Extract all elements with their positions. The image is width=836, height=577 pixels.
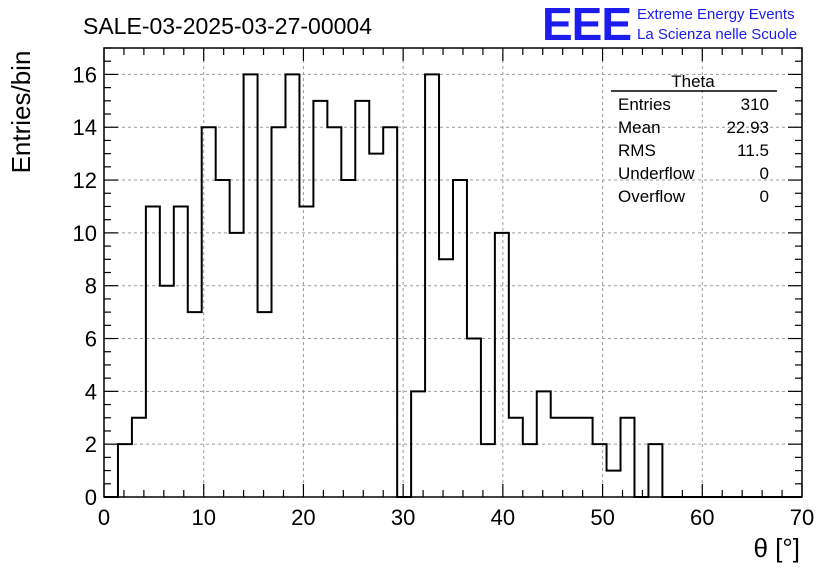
histogram-bin <box>648 444 662 497</box>
stats-box: Theta Entries 310 Mean 22.93 RMS 11.5 Un… <box>611 72 777 206</box>
histogram-bin <box>607 471 621 497</box>
histogram-bin <box>383 127 397 497</box>
histogram-bin <box>481 444 495 497</box>
stats-entries-value: 310 <box>741 95 769 114</box>
histogram-bin <box>355 101 369 497</box>
x-tick-label: 10 <box>191 505 215 530</box>
plot-border <box>103 47 803 498</box>
run-title: SALE-03-2025-03-27-00004 <box>83 13 372 39</box>
x-tick-label: 70 <box>790 505 814 530</box>
x-tick-label: 60 <box>690 505 714 530</box>
histogram-bin <box>621 418 635 497</box>
org-name-line2: La Scienza nelle Scuole <box>637 26 797 43</box>
x-tick-label: 50 <box>590 505 614 530</box>
histogram-bin <box>174 206 188 497</box>
x-tick-label: 40 <box>491 505 515 530</box>
histogram-bin <box>495 233 509 497</box>
axis-ticks <box>103 47 803 498</box>
y-tick-label: 10 <box>73 221 97 246</box>
histogram-bin <box>258 312 272 497</box>
stats-mean-value: 22.93 <box>726 118 769 137</box>
histogram-bin <box>509 418 523 497</box>
x-axis-label: θ [°] <box>753 533 800 563</box>
histogram-bin <box>132 418 146 497</box>
histogram-bin <box>327 127 341 497</box>
x-tick-label: 0 <box>98 505 110 530</box>
stats-overflow-label: Overflow <box>618 187 686 206</box>
histogram-bin <box>272 127 286 497</box>
histogram-bin <box>565 418 579 497</box>
grid-lines <box>104 48 802 497</box>
stats-overflow-value: 0 <box>760 187 769 206</box>
histogram-bin <box>593 444 607 497</box>
y-tick-label: 4 <box>85 379 97 404</box>
y-axis-label: Entries/bin <box>6 51 36 174</box>
histogram-bin <box>439 259 453 497</box>
x-tick-label: 30 <box>391 505 415 530</box>
y-tick-label: 8 <box>85 274 97 299</box>
y-tick-label: 0 <box>85 485 97 510</box>
stats-rms-value: 11.5 <box>737 141 769 160</box>
stats-underflow-value: 0 <box>760 164 769 183</box>
stats-underflow-label: Underflow <box>618 164 695 183</box>
y-tick-label: 2 <box>85 432 97 457</box>
stats-title: Theta <box>671 72 715 91</box>
histogram-bin <box>579 418 593 497</box>
y-tick-label: 6 <box>85 327 97 352</box>
histogram-bin <box>313 101 327 497</box>
histogram-outline <box>104 73 802 498</box>
histogram-bin <box>188 312 202 497</box>
histogram-bin <box>230 233 244 497</box>
tick-labels: 0 10 20 30 40 50 60 70 0 2 4 6 8 10 12 14 16 <box>73 62 815 530</box>
histogram-bars <box>104 73 802 498</box>
plot-frame <box>103 47 803 498</box>
x-tick-label: 20 <box>291 505 315 530</box>
histogram-bin <box>369 154 383 497</box>
histogram-bin <box>467 339 481 497</box>
stats-entries-label: Entries <box>618 95 671 114</box>
stats-rms-label: RMS <box>618 141 656 160</box>
eee-logo: EEE <box>542 0 631 50</box>
histogram-bin <box>551 418 565 497</box>
org-name-line1: Extreme Energy Events <box>637 6 795 23</box>
histogram-bin <box>216 180 230 497</box>
y-tick-label: 16 <box>73 62 97 87</box>
stats-mean-label: Mean <box>618 118 661 137</box>
histogram-bin <box>299 206 313 497</box>
y-tick-label: 14 <box>73 115 97 140</box>
histogram-bin <box>341 180 355 497</box>
histogram-bin <box>523 444 537 497</box>
histogram-bin <box>118 444 132 497</box>
y-tick-label: 12 <box>73 168 97 193</box>
histogram-bin <box>146 206 160 497</box>
